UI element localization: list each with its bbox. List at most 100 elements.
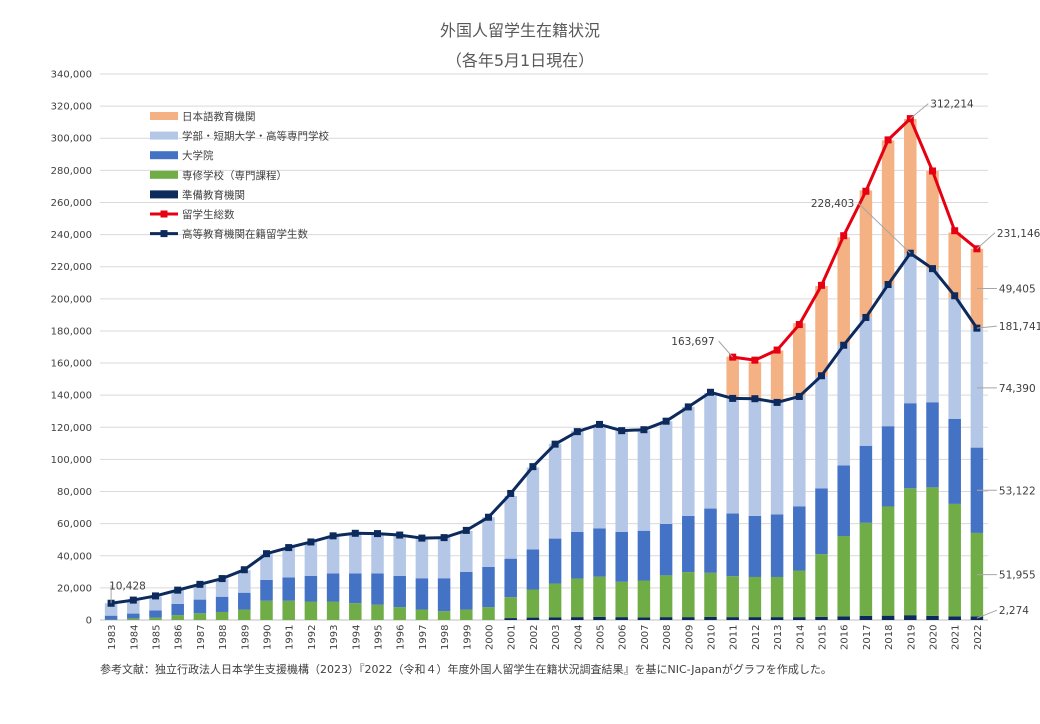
bar-segment bbox=[682, 407, 695, 516]
bar-segment bbox=[260, 580, 273, 601]
annotation-label: 49,405 bbox=[999, 283, 1036, 295]
line-marker bbox=[818, 282, 825, 289]
bar-segment bbox=[771, 617, 784, 620]
bar-segment bbox=[726, 576, 739, 617]
y-tick-label: 140,000 bbox=[51, 391, 92, 402]
line-marker bbox=[330, 532, 337, 539]
y-axis: 020,00040,00060,00080,000100,000120,0001… bbox=[51, 70, 92, 627]
line-marker bbox=[529, 463, 536, 470]
annotation-leader bbox=[719, 341, 733, 357]
annotation-label: 51,955 bbox=[999, 570, 1036, 582]
bar-segment bbox=[393, 607, 406, 620]
bar-segment bbox=[460, 531, 473, 572]
bar-segment bbox=[615, 532, 628, 582]
bar-segment bbox=[460, 572, 473, 610]
bar-segment bbox=[149, 618, 162, 620]
line-marker bbox=[951, 227, 958, 234]
chart-title: 外国人留学生在籍状況 bbox=[440, 21, 600, 40]
bar-segment bbox=[504, 496, 517, 559]
legend: 日本語教育機関学部・短期大学・高等専門学校大学院専修学校（専門課程）準備教育機関… bbox=[150, 110, 329, 241]
x-tick-label: 1996 bbox=[396, 625, 407, 650]
bar-segment bbox=[704, 393, 717, 509]
annotation-label: 228,403 bbox=[811, 198, 854, 210]
legend-swatch bbox=[150, 151, 178, 159]
legend-swatch bbox=[150, 190, 178, 198]
bar-segment bbox=[904, 615, 917, 620]
line-marker bbox=[840, 342, 847, 349]
bar-segment bbox=[882, 506, 895, 615]
line-marker bbox=[618, 427, 625, 434]
bar-segment bbox=[815, 554, 828, 617]
x-tick-label: 2017 bbox=[862, 625, 873, 650]
bar-segment bbox=[593, 425, 606, 529]
bar-segment bbox=[815, 376, 828, 488]
bar-segment bbox=[171, 604, 184, 615]
bar-segment bbox=[438, 537, 451, 578]
bar-segment bbox=[948, 419, 961, 504]
bar-segment bbox=[682, 572, 695, 617]
y-tick-label: 280,000 bbox=[51, 166, 92, 177]
bar-segment bbox=[860, 317, 873, 445]
bar-segment bbox=[749, 516, 762, 577]
x-tick-label: 2022 bbox=[973, 625, 984, 650]
line-marker bbox=[818, 372, 825, 379]
x-tick-label: 2019 bbox=[906, 625, 917, 650]
line-marker bbox=[441, 534, 448, 541]
line-marker bbox=[196, 581, 203, 588]
bar-segment bbox=[149, 610, 162, 617]
line-marker bbox=[507, 490, 514, 497]
line-marker bbox=[174, 587, 181, 594]
bar-segment bbox=[948, 616, 961, 620]
legend-label: 準備教育機関 bbox=[182, 188, 245, 201]
bar-segment bbox=[527, 549, 540, 589]
x-tick-label: 1983 bbox=[107, 625, 118, 650]
bar-segment bbox=[860, 446, 873, 523]
annotation-label: 2,274 bbox=[999, 605, 1029, 617]
legend-swatch bbox=[150, 112, 178, 120]
line-marker bbox=[929, 265, 936, 272]
bar-segment bbox=[726, 398, 739, 514]
line-marker bbox=[751, 357, 758, 364]
line-marker bbox=[774, 347, 781, 354]
bar-segment bbox=[282, 548, 295, 578]
bar-segment bbox=[638, 430, 651, 530]
bar-segment bbox=[904, 488, 917, 615]
line-marker bbox=[640, 426, 647, 433]
line-marker bbox=[396, 532, 403, 539]
bar-segment bbox=[238, 593, 251, 610]
bar-segment bbox=[593, 528, 606, 576]
annotation-label: 163,697 bbox=[671, 336, 714, 348]
bar-segment bbox=[571, 431, 584, 532]
y-tick-label: 120,000 bbox=[51, 423, 92, 434]
line-marker bbox=[485, 514, 492, 521]
bar-segment bbox=[793, 395, 806, 506]
line-marker bbox=[374, 530, 381, 537]
series-line bbox=[733, 119, 977, 361]
x-tick-label: 2011 bbox=[729, 625, 740, 650]
x-tick-label: 1988 bbox=[218, 625, 229, 650]
bar-segment bbox=[815, 617, 828, 620]
x-tick-label: 1987 bbox=[196, 625, 207, 650]
legend-swatch bbox=[150, 132, 178, 140]
y-tick-label: 80,000 bbox=[57, 487, 92, 498]
bar-segment bbox=[238, 610, 251, 620]
bar-segment bbox=[327, 602, 340, 620]
line-marker bbox=[574, 428, 581, 435]
line-marker bbox=[285, 544, 292, 551]
y-tick-label: 0 bbox=[86, 616, 92, 627]
bar-segment bbox=[704, 617, 717, 620]
bar-segment bbox=[194, 613, 207, 620]
legend-marker bbox=[161, 211, 168, 218]
bar-segment bbox=[771, 577, 784, 617]
bar-segment bbox=[904, 254, 917, 403]
bar-segment bbox=[860, 190, 873, 317]
bar-segment bbox=[416, 578, 429, 609]
bar-segment bbox=[105, 616, 118, 620]
x-tick-label: 2003 bbox=[551, 625, 562, 650]
bar-segment bbox=[837, 536, 850, 616]
line-marker bbox=[774, 399, 781, 406]
y-tick-label: 160,000 bbox=[51, 359, 92, 370]
y-tick-label: 220,000 bbox=[51, 262, 92, 273]
legend-label: 高等教育機関在籍留学生数 bbox=[182, 228, 308, 241]
